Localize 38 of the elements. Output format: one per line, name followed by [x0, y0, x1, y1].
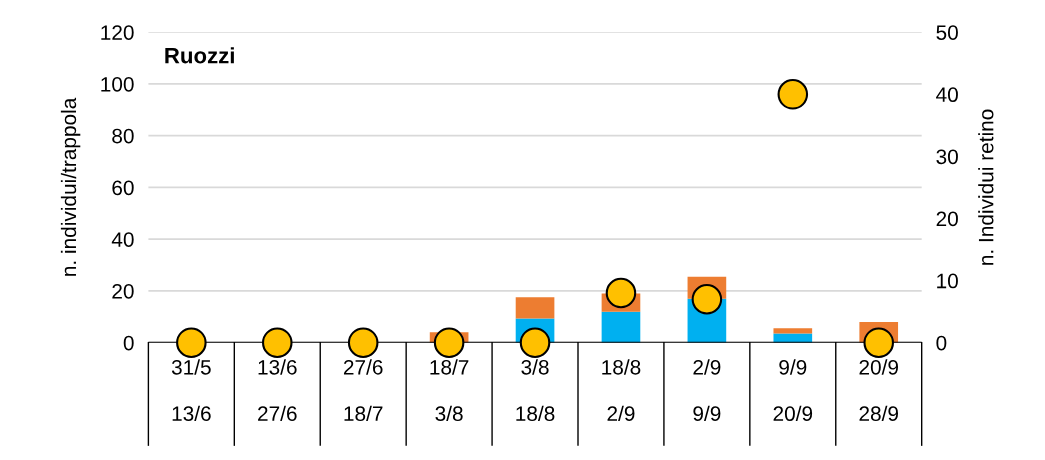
y-tick-label: 20: [112, 283, 134, 299]
bar: [773, 333, 813, 343]
y-axis-title: n. individui/trappola: [60, 97, 81, 276]
category-label: 3/8 18/8: [516, 359, 555, 422]
y-tick-label: 120: [101, 25, 134, 40]
category-label: 9/9 20/9: [773, 359, 813, 422]
point: [433, 327, 465, 358]
text: Ruozzi: [165, 47, 234, 64]
category-label: 27/6 18/7: [343, 359, 383, 422]
bar: [515, 297, 555, 319]
y2-axis-title: n. Individui retino: [978, 109, 994, 265]
y2-tick-label: 50: [936, 25, 958, 40]
y-tick-label: 40: [111, 232, 134, 247]
y2-tick-label: 30: [936, 149, 958, 165]
point: [691, 283, 723, 315]
point: [176, 327, 207, 358]
bar: [773, 328, 813, 334]
category-label: 2/9 9/9: [693, 359, 721, 422]
y2-tick-label: 40: [936, 87, 958, 103]
bar: [601, 311, 641, 343]
category-label: 20/9 28/9: [859, 359, 899, 422]
y2-tick-label: 0: [936, 335, 947, 351]
category-label: 13/6 27/6: [258, 359, 297, 422]
point: [519, 327, 551, 358]
category-label: 18/8 2/9: [602, 359, 641, 422]
y-tick-label: 0: [123, 335, 134, 351]
point: [863, 327, 894, 358]
category-label: 18/7 3/8: [430, 359, 469, 422]
y-tick-label: 100: [101, 76, 134, 92]
y2-tick-label: 20: [936, 211, 958, 227]
point: [262, 327, 293, 358]
y2-tick-label: 10: [937, 273, 958, 289]
point: [605, 277, 637, 309]
y-tick-label: 60: [112, 180, 134, 196]
y-tick-label: 80: [112, 128, 134, 144]
category-label: 31/5 13/6: [171, 359, 211, 422]
point: [347, 327, 379, 358]
point: [777, 79, 809, 110]
